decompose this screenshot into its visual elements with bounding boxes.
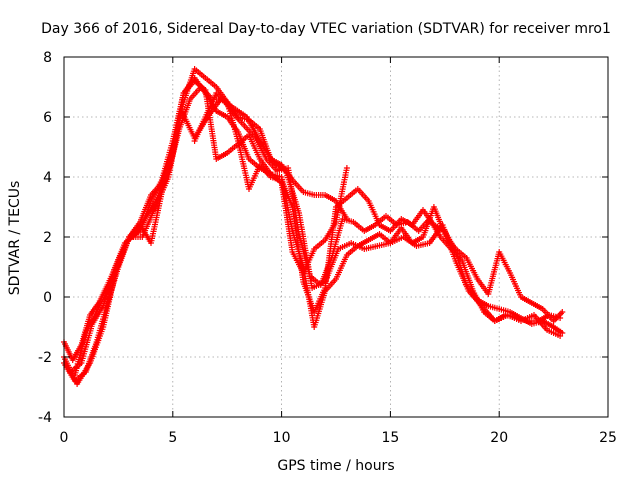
grid xyxy=(64,57,608,417)
x-tick-label: 10 xyxy=(273,430,291,446)
x-tick-label: 25 xyxy=(599,430,617,446)
y-tick-label: 0 xyxy=(43,290,52,306)
x-tick-labels: 0 5 10 15 20 25 xyxy=(60,430,617,446)
series-track-6 xyxy=(191,90,566,336)
x-tick-label: 15 xyxy=(381,430,399,446)
x-tick-label: 20 xyxy=(490,430,508,446)
y-tick-label: 2 xyxy=(43,230,52,246)
y-tick-label: -2 xyxy=(38,350,52,366)
y-tick-label: 8 xyxy=(43,50,52,66)
x-tick-label: 5 xyxy=(168,430,177,446)
y-axis-label: SDTVAR / TECUs xyxy=(7,181,23,296)
x-tick-label: 0 xyxy=(60,430,69,446)
x-axis-label: GPS time / hours xyxy=(277,458,394,474)
axis-ticks xyxy=(63,56,609,418)
y-tick-labels: -4 -2 0 2 4 6 8 xyxy=(38,50,52,426)
chart-title: Day 366 of 2016, Sidereal Day-to-day VTE… xyxy=(41,21,611,37)
y-tick-label: 4 xyxy=(43,170,52,186)
y-tick-label: 6 xyxy=(43,110,52,126)
y-tick-label: -4 xyxy=(38,410,52,426)
